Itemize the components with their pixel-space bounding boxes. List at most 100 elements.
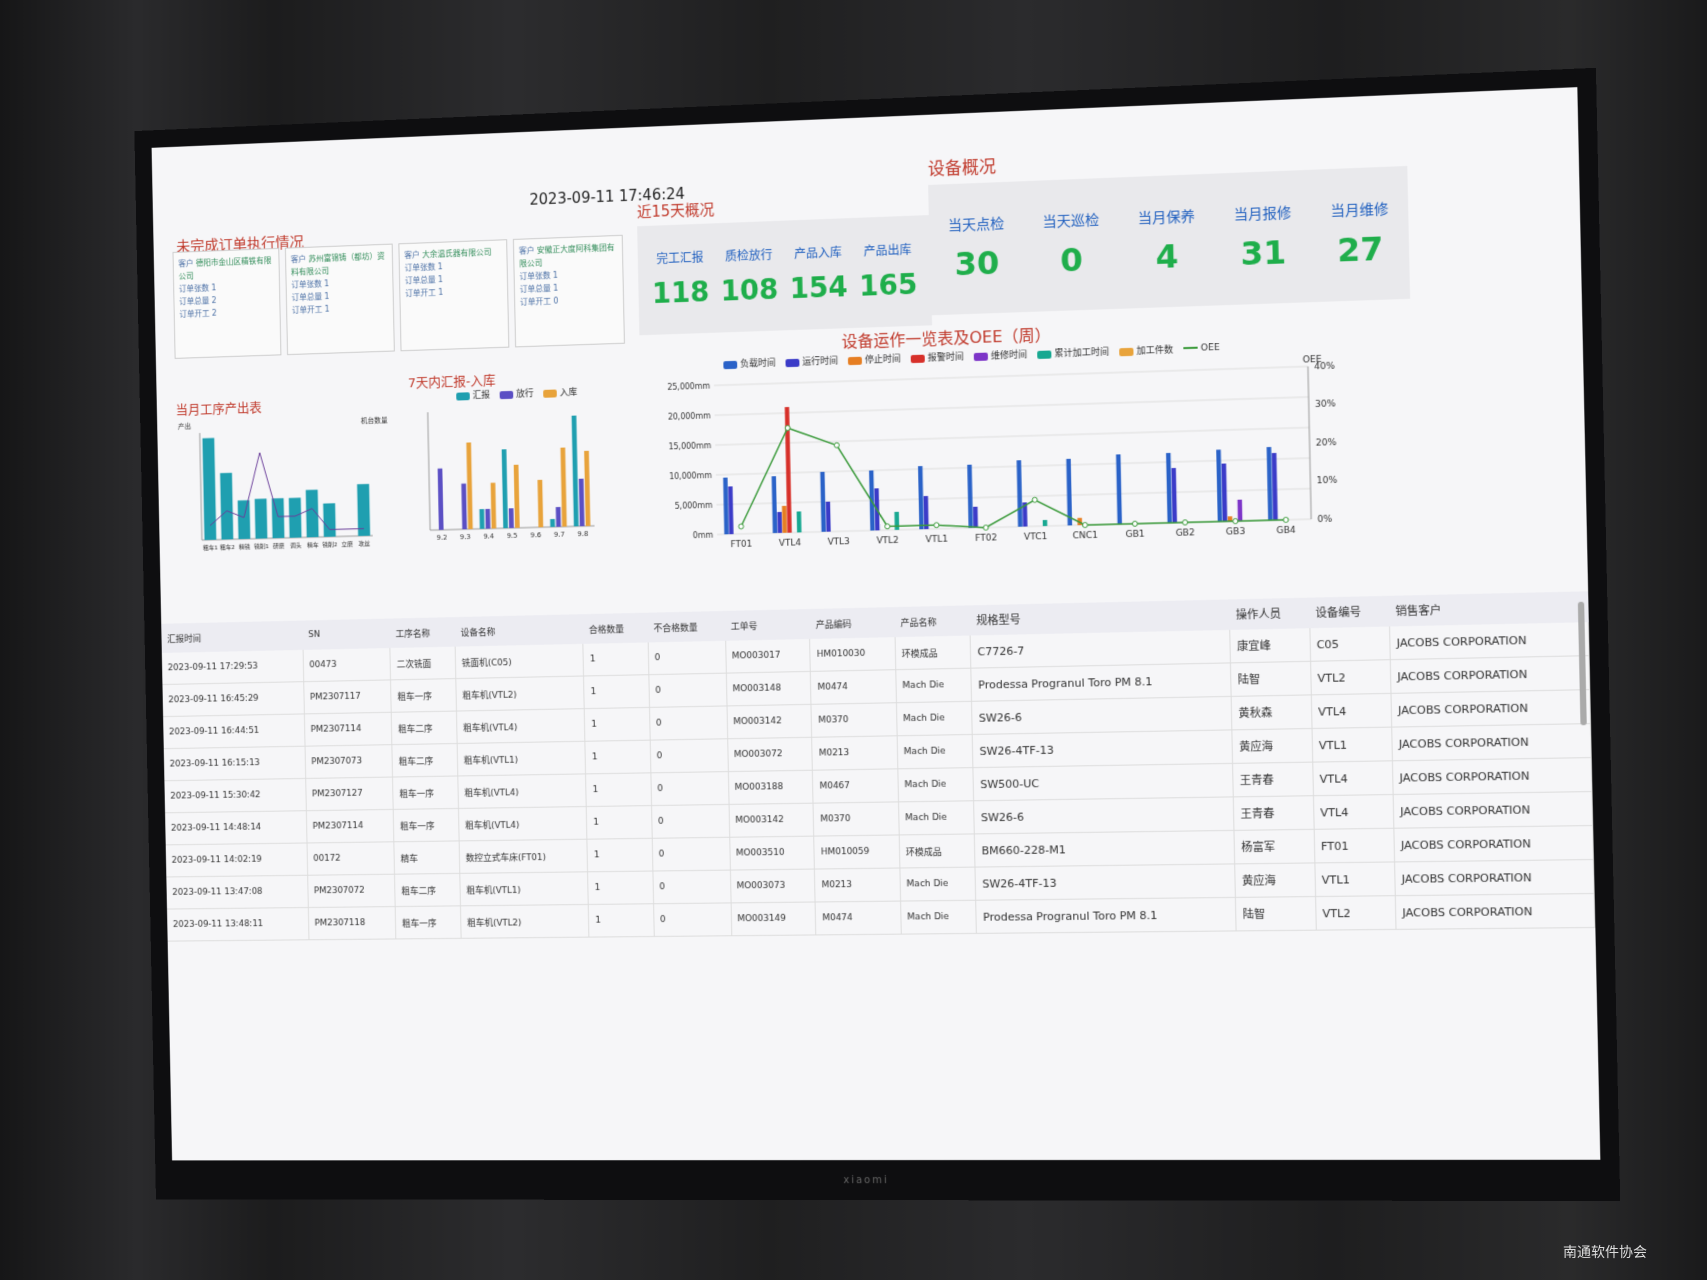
summary15-title: 近15天概况	[637, 198, 715, 222]
table-cell: 铣面机(C05)	[455, 644, 584, 679]
column-header[interactable]: 产品名称	[894, 605, 970, 637]
bar	[826, 502, 831, 532]
order-card[interactable]: 客户 大余温氏器有限公司 订单张数 1 订单总量 1 订单开工 1	[398, 239, 509, 351]
column-header[interactable]: 汇报时间	[161, 621, 303, 653]
monthly-chart-title: 当月工序产出表	[175, 397, 261, 418]
bar	[238, 500, 251, 539]
order-started: 订单开工 1	[405, 284, 502, 300]
table-cell: 黄应海	[1232, 728, 1312, 763]
bar	[1116, 454, 1122, 524]
legend-item[interactable]: 入库	[543, 385, 577, 399]
equipment-title: 设备概况	[927, 152, 996, 180]
column-header[interactable]: SN	[302, 619, 390, 650]
x-tick-label: 立磨	[341, 540, 353, 548]
table-cell: VTL2	[1315, 896, 1396, 930]
table-cell: SW500-UC	[973, 763, 1233, 800]
kpi-label: 当天点检	[948, 213, 1005, 235]
watermark: 南通软件协会	[1563, 1242, 1647, 1262]
column-header[interactable]: 合格数量	[583, 613, 648, 644]
legend-swatch	[785, 358, 799, 366]
column-header[interactable]: 不合格数量	[647, 611, 725, 642]
x-tick-label: GB1	[1126, 529, 1145, 540]
table-cell: 粗车一序	[391, 679, 457, 713]
x-tick-label: VTC1	[1024, 532, 1048, 543]
oee-point	[1032, 497, 1037, 502]
table-cell: VTL4	[1313, 795, 1394, 830]
column-header[interactable]: 工序名称	[390, 617, 456, 648]
bar	[461, 484, 467, 530]
table-cell: Prodessa Progranul Toro PM 8.1	[971, 663, 1231, 701]
order-card[interactable]: 客户 安徽正大度阿科集团有限公司 订单张数 1 订单总量 1 订单开工 0	[513, 235, 625, 348]
x-tick-label: 精车	[307, 541, 319, 549]
table-cell: 1	[587, 838, 652, 872]
customer-name: 安徽正大度阿科集团有限公司	[519, 243, 615, 268]
order-started: 订单开工 0	[520, 292, 618, 308]
table-cell: Mach Die	[898, 801, 974, 835]
x-tick-label: VTL2	[876, 536, 898, 547]
x-tick-label: 9.4	[483, 532, 494, 540]
table-cell: 2023-09-11 15:30:42	[164, 778, 306, 812]
column-header[interactable]: 工单号	[725, 609, 810, 641]
customer-name: 苏州富锦铸（都坊）资料有限公司	[291, 252, 385, 277]
bar	[479, 509, 484, 529]
column-header[interactable]: 操作人员	[1229, 598, 1309, 630]
table-cell: JACOBS CORPORATION	[1392, 758, 1592, 795]
table-cell: 0	[653, 903, 731, 937]
bar	[1267, 447, 1273, 520]
legend-swatch	[723, 360, 737, 368]
kpi-monthly-report-repair: 当月报修 31	[1234, 202, 1293, 273]
table-cell: VTL1	[1312, 727, 1393, 762]
legend-item[interactable]: OEE	[1183, 342, 1219, 353]
y2-tick-label: 30%	[1315, 400, 1336, 411]
y2-axis-label: OEE	[1303, 355, 1323, 366]
table-cell: Mach Die	[900, 900, 976, 934]
x-tick-label: 9.2	[437, 534, 448, 542]
oee-point	[1082, 522, 1087, 527]
table-cell: 1	[585, 707, 650, 741]
bar	[509, 508, 514, 528]
table-cell: JACOBS CORPORATION	[1390, 656, 1590, 694]
column-header[interactable]: 产品编码	[809, 607, 895, 639]
bar	[220, 473, 233, 540]
oee-point	[1283, 517, 1288, 522]
bar	[1222, 464, 1228, 522]
legend-label: 放行	[516, 389, 534, 399]
table-cell: 精车	[394, 841, 460, 874]
column-header[interactable]: 销售客户	[1389, 591, 1588, 626]
x-tick-label: FT02	[975, 533, 997, 544]
table-cell: 1	[587, 806, 652, 840]
legend-item[interactable]: 汇报	[456, 388, 490, 402]
table-cell: MO003148	[726, 671, 812, 706]
legend-swatch	[1183, 347, 1197, 349]
bar	[820, 472, 826, 532]
table-cell: 2023-09-11 14:48:14	[165, 811, 307, 845]
table-cell: M0370	[813, 802, 899, 836]
order-started: 订单开工 1	[292, 301, 389, 317]
table-cell: Prodessa Progranul Toro PM 8.1	[976, 897, 1236, 933]
bar	[1171, 468, 1177, 523]
table-cell: 杨富军	[1234, 829, 1314, 864]
table-cell: M0474	[811, 670, 897, 705]
table-cell: 粗车机(VTL2)	[460, 904, 589, 938]
column-header[interactable]: 设备名称	[454, 614, 583, 646]
table-cell: MO003142	[727, 704, 813, 738]
table-cell: 0	[653, 870, 731, 904]
legend-item[interactable]: 放行	[500, 386, 534, 400]
table-cell: MO003073	[730, 869, 816, 903]
x-tick-label: FT01	[731, 539, 753, 550]
oee-point	[834, 443, 839, 448]
order-card[interactable]: 客户 苏州富锦铸（都坊）资料有限公司 订单张数 1 订单总量 1 订单开工 1	[285, 244, 395, 356]
table-cell: 00172	[307, 842, 395, 875]
column-header[interactable]: 设备编号	[1309, 596, 1390, 628]
dashboard-screen: 未完成订单执行情况 2023-09-11 17:46:24 近15天概况 设备概…	[152, 87, 1601, 1160]
order-card[interactable]: 客户 德阳市金山区精铁有限公司 订单张数 1 订单总量 2 订单开工 2	[173, 248, 282, 359]
table-cell: 王青春	[1233, 762, 1313, 797]
table-cell: MO003510	[729, 836, 815, 870]
table-cell: 0	[649, 706, 727, 740]
bar	[918, 466, 924, 529]
legend-swatch	[1119, 347, 1133, 356]
table-cell: 粗车机(VTL1)	[460, 872, 589, 906]
table-cell: 粗车二序	[392, 744, 458, 778]
bar	[924, 496, 929, 529]
table-cell: 1	[585, 740, 650, 774]
